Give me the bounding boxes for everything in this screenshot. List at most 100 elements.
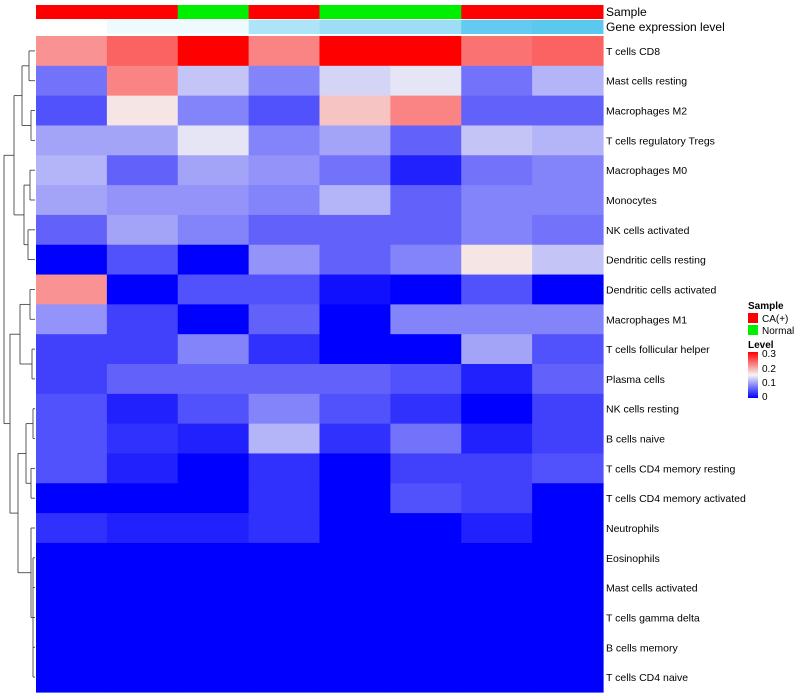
row-label: Mast cells activated <box>606 583 698 595</box>
heatmap-cell <box>248 334 321 365</box>
heatmap-cell <box>36 393 108 425</box>
heatmap-cell <box>390 214 462 246</box>
heatmap-cell <box>461 65 533 97</box>
heatmap-cell <box>319 423 391 455</box>
sample-track-label: Sample <box>606 5 647 19</box>
row-label: T cells CD8 <box>606 46 660 58</box>
heatmap-cell <box>532 125 604 156</box>
row-label: Macrophages M2 <box>606 106 687 118</box>
heatmap-cell <box>36 214 108 246</box>
heatmap-cell <box>390 274 462 305</box>
heatmap-cell <box>461 662 533 693</box>
heatmap-cell <box>106 334 179 365</box>
heatmap-cell <box>106 364 179 395</box>
row-label: B cells naive <box>606 434 665 446</box>
heatmap-cell <box>390 602 462 633</box>
heatmap-cell <box>319 304 391 335</box>
heatmap-cell <box>390 453 462 484</box>
heatmap-cell <box>532 214 604 246</box>
heatmap-cell <box>461 36 533 67</box>
heatmap-cell <box>36 453 108 484</box>
heatmap-cell <box>532 393 604 425</box>
heatmap-cell <box>177 453 250 484</box>
heatmap-cell <box>390 95 462 127</box>
heatmap-cell <box>461 125 533 156</box>
heatmap-cell <box>248 304 321 335</box>
heatmap-cell <box>36 36 108 67</box>
sample-annotation-cell <box>390 5 462 19</box>
heatmap-cell <box>248 214 321 246</box>
heatmap-cell <box>36 602 108 633</box>
gene-expression-annotation-cell <box>106 20 179 34</box>
heatmap-cell <box>177 304 250 335</box>
row-label: Dendritic cells resting <box>606 255 706 267</box>
heatmap-cell <box>106 453 179 484</box>
heatmap-cell <box>248 36 321 67</box>
heatmap-cell <box>461 632 533 663</box>
heatmap-cell <box>532 423 604 455</box>
row-label: B cells memory <box>606 642 679 654</box>
heatmap-cell <box>177 334 250 365</box>
legend-tick-03: 0.3 <box>762 349 776 360</box>
heatmap-cell <box>532 274 604 305</box>
legend: Sample CA(+) Normal Level 0.3 0.2 0.1 0 <box>748 301 794 403</box>
heatmap-cell <box>390 423 462 455</box>
heatmap-cell <box>106 214 179 246</box>
heatmap-cell <box>461 334 533 365</box>
heatmap-cell <box>36 632 108 663</box>
heatmap-cell <box>248 632 321 663</box>
heatmap-cell <box>248 155 321 186</box>
heatmap-cell <box>532 453 604 484</box>
heatmap-cell <box>106 572 179 604</box>
heatmap-cell <box>319 125 391 156</box>
heatmap-cell <box>319 513 391 544</box>
heatmap-cell <box>532 65 604 97</box>
heatmap-cell <box>319 65 391 97</box>
sample-annotation-cell <box>36 5 108 19</box>
heatmap-cell <box>248 274 321 305</box>
sample-annotation-cell <box>461 5 533 19</box>
heatmap-cell <box>532 304 604 335</box>
heatmap-cell <box>36 334 108 365</box>
sample-annotation-cell <box>177 5 250 19</box>
heatmap-cell <box>390 155 462 186</box>
heatmap-cell <box>319 393 391 425</box>
legend-swatch-normal <box>748 325 758 335</box>
heatmap-cell <box>177 423 250 455</box>
heatmap-cell <box>532 632 604 663</box>
heatmap-cell <box>319 155 391 186</box>
heatmap-cell <box>106 632 179 663</box>
gene-expression-annotation-cell <box>390 20 462 34</box>
heatmap-cell <box>177 542 250 574</box>
heatmap-cell <box>106 244 179 276</box>
legend-sample-title: Sample <box>748 301 784 312</box>
row-label: Mast cells resting <box>606 76 687 88</box>
sample-annotation-cell <box>106 5 179 19</box>
heatmap-cell <box>36 244 108 276</box>
heatmap-cell <box>461 364 533 395</box>
legend-label-ca: CA(+) <box>762 314 788 325</box>
heatmap-cell <box>106 274 179 305</box>
heatmap-cell <box>36 95 108 127</box>
heatmap-cell <box>532 513 604 544</box>
row-label: Macrophages M0 <box>606 165 687 177</box>
heatmap-cell <box>461 542 533 574</box>
heatmap-cell <box>106 125 179 156</box>
heatmap-cell <box>106 185 179 216</box>
heatmap-cell <box>461 483 533 514</box>
heatmap-cell <box>177 65 250 97</box>
heatmap-cell <box>248 393 321 425</box>
heatmap-cell <box>532 483 604 514</box>
heatmap-cell <box>106 513 179 544</box>
heatmap-cell <box>177 36 250 67</box>
heatmap-cell <box>319 214 391 246</box>
heatmap-cell <box>248 185 321 216</box>
heatmap-cell <box>248 542 321 574</box>
heatmap-cell <box>390 244 462 276</box>
heatmap-cell <box>177 602 250 633</box>
heatmap-cell <box>390 304 462 335</box>
legend-level-colorbar <box>748 352 758 398</box>
heatmap-cell <box>36 125 108 156</box>
gene-expression-annotation-cell <box>248 20 320 34</box>
